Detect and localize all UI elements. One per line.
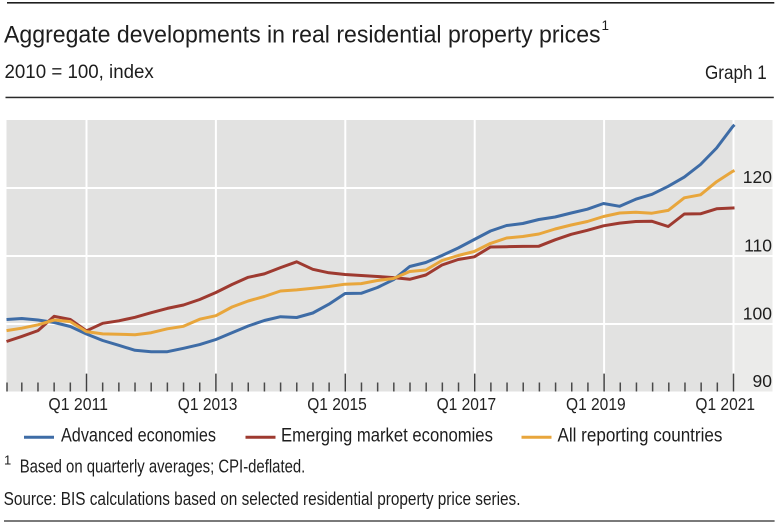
svg-text:1: 1 [4,452,11,467]
svg-text:Q1 2011: Q1 2011 [48,394,108,414]
svg-text:Aggregate developments in real: Aggregate developments in real residenti… [4,22,601,49]
svg-text:Advanced economies: Advanced economies [61,425,216,446]
svg-text:Q1 2017: Q1 2017 [437,394,497,414]
svg-text:Q1 2021: Q1 2021 [695,394,755,414]
svg-text:Q1 2015: Q1 2015 [307,394,367,414]
svg-text:Source: BIS calculations based: Source: BIS calculations based on select… [4,489,521,509]
svg-text:110: 110 [744,235,772,255]
svg-text:120: 120 [743,167,772,187]
svg-text:All reporting countries: All reporting countries [558,425,723,446]
svg-text:Q1 2019: Q1 2019 [566,394,626,414]
svg-text:Based on quarterly averages; C: Based on quarterly averages; CPI-deflate… [20,457,306,477]
svg-text:Q1 2013: Q1 2013 [178,394,238,414]
svg-text:90: 90 [753,371,773,391]
svg-text:Graph 1: Graph 1 [705,63,767,84]
svg-text:Emerging market economies: Emerging market economies [281,425,493,446]
svg-text:1: 1 [602,18,610,33]
svg-text:100: 100 [743,303,772,323]
svg-text:2010 = 100, index: 2010 = 100, index [5,62,155,83]
